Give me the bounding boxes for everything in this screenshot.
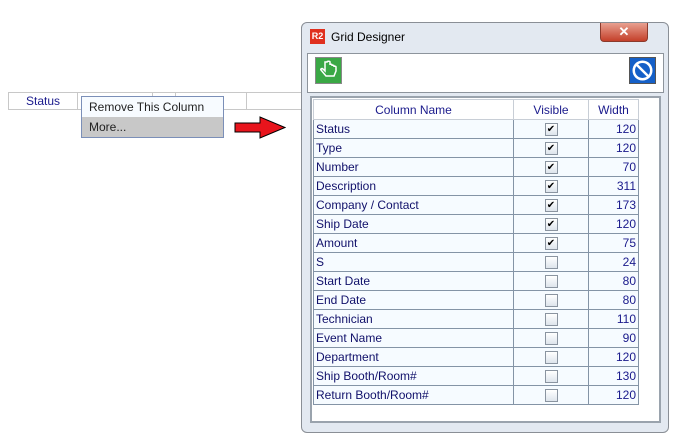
width-cell[interactable]: 120: [588, 347, 639, 367]
visible-checkbox[interactable]: ✔: [544, 199, 558, 213]
width-cell[interactable]: 90: [588, 328, 639, 348]
table-row[interactable]: Status ✔ 120: [313, 119, 639, 139]
visible-cell: ✔: [513, 138, 589, 158]
table-row[interactable]: Number ✔ 70: [313, 157, 639, 177]
width-cell[interactable]: 80: [588, 290, 639, 310]
visible-cell: ✔: [513, 195, 589, 215]
visible-checkbox[interactable]: ✔: [544, 161, 558, 175]
width-cell[interactable]: 120: [588, 138, 639, 158]
visible-checkbox[interactable]: [544, 313, 558, 327]
app-logo: R2: [310, 29, 325, 44]
visible-checkbox[interactable]: [544, 294, 558, 308]
table-row[interactable]: Company / Contact ✔ 173: [313, 195, 639, 215]
column-name-cell[interactable]: Company / Contact: [313, 195, 514, 215]
visible-cell: ✔: [513, 233, 589, 253]
table-row[interactable]: End Date 80: [313, 290, 639, 310]
table-row[interactable]: Technician 110: [313, 309, 639, 329]
visible-cell: ✔: [513, 157, 589, 177]
visible-cell: [513, 290, 589, 310]
grid-header[interactable]: [246, 92, 302, 110]
red-arrow-icon: [234, 116, 286, 139]
no-entry-icon[interactable]: [629, 57, 656, 84]
column-name-cell[interactable]: Number: [313, 157, 514, 177]
width-cell[interactable]: 120: [588, 214, 639, 234]
column-name-cell[interactable]: S: [313, 252, 514, 272]
visible-checkbox[interactable]: [544, 389, 558, 403]
column-name-cell[interactable]: Return Booth/Room#: [313, 385, 514, 405]
column-name-cell[interactable]: Event Name: [313, 328, 514, 348]
table-row[interactable]: Ship Date ✔ 120: [313, 214, 639, 234]
column-name-cell[interactable]: Amount: [313, 233, 514, 253]
context-menu: Remove This Column More...: [81, 96, 224, 138]
dialog-title: Grid Designer: [331, 29, 406, 44]
width-cell[interactable]: 173: [588, 195, 639, 215]
title-bar: R2 Grid Designer: [310, 29, 405, 44]
table-row[interactable]: Event Name 90: [313, 328, 639, 348]
visible-cell: [513, 366, 589, 386]
table-row[interactable]: Description ✔ 311: [313, 176, 639, 196]
visible-checkbox[interactable]: [544, 370, 558, 384]
visible-cell: [513, 309, 589, 329]
visible-checkbox[interactable]: ✔: [544, 142, 558, 156]
column-name-cell[interactable]: End Date: [313, 290, 514, 310]
visible-checkbox[interactable]: ✔: [544, 123, 558, 137]
visible-checkbox[interactable]: ✔: [544, 237, 558, 251]
column-name-cell[interactable]: Department: [313, 347, 514, 367]
column-name-cell[interactable]: Status: [313, 119, 514, 139]
width-cell[interactable]: 80: [588, 271, 639, 291]
visible-checkbox[interactable]: [544, 332, 558, 346]
toolbar: [307, 53, 664, 93]
grid-header-status[interactable]: Status: [8, 92, 78, 110]
visible-cell: ✔: [513, 119, 589, 139]
width-cell[interactable]: 311: [588, 176, 639, 196]
visible-cell: [513, 328, 589, 348]
table-row[interactable]: Return Booth/Room# 120: [313, 385, 639, 405]
visible-cell: [513, 271, 589, 291]
visible-cell: [513, 252, 589, 272]
menu-item-more[interactable]: More...: [82, 117, 223, 137]
columns-table: Column Name Visible Width Status ✔ 120 Ty…: [313, 99, 639, 405]
column-name-cell[interactable]: Description: [313, 176, 514, 196]
hand-pointer-icon[interactable]: [315, 57, 342, 84]
width-cell[interactable]: 120: [588, 119, 639, 139]
table-row[interactable]: S 24: [313, 252, 639, 272]
width-cell[interactable]: 130: [588, 366, 639, 386]
table-row[interactable]: Type ✔ 120: [313, 138, 639, 158]
visible-cell: ✔: [513, 176, 589, 196]
close-button[interactable]: ✕: [600, 23, 648, 42]
table-row[interactable]: Start Date 80: [313, 271, 639, 291]
header-visible[interactable]: Visible: [513, 99, 589, 120]
column-name-cell[interactable]: Ship Booth/Room#: [313, 366, 514, 386]
visible-checkbox[interactable]: ✔: [544, 218, 558, 232]
table-row[interactable]: Amount ✔ 75: [313, 233, 639, 253]
table-row[interactable]: Department 120: [313, 347, 639, 367]
header-column-name[interactable]: Column Name: [313, 99, 514, 120]
columns-table-container: Column Name Visible Width Status ✔ 120 Ty…: [310, 96, 661, 423]
header-width[interactable]: Width: [588, 99, 639, 120]
visible-cell: [513, 347, 589, 367]
width-cell[interactable]: 110: [588, 309, 639, 329]
column-name-cell[interactable]: Type: [313, 138, 514, 158]
width-cell[interactable]: 24: [588, 252, 639, 272]
width-cell[interactable]: 120: [588, 385, 639, 405]
width-cell[interactable]: 75: [588, 233, 639, 253]
grid-designer-dialog: R2 Grid Designer ✕ Column Name Visible W…: [301, 22, 669, 433]
visible-checkbox[interactable]: [544, 275, 558, 289]
visible-cell: ✔: [513, 214, 589, 234]
menu-item-remove-column[interactable]: Remove This Column: [89, 100, 205, 114]
column-name-cell[interactable]: Ship Date: [313, 214, 514, 234]
visible-checkbox[interactable]: [544, 256, 558, 270]
width-cell[interactable]: 70: [588, 157, 639, 177]
visible-checkbox[interactable]: [544, 351, 558, 365]
visible-checkbox[interactable]: ✔: [544, 180, 558, 194]
column-name-cell[interactable]: Start Date: [313, 271, 514, 291]
table-row[interactable]: Ship Booth/Room# 130: [313, 366, 639, 386]
visible-cell: [513, 385, 589, 405]
column-name-cell[interactable]: Technician: [313, 309, 514, 329]
